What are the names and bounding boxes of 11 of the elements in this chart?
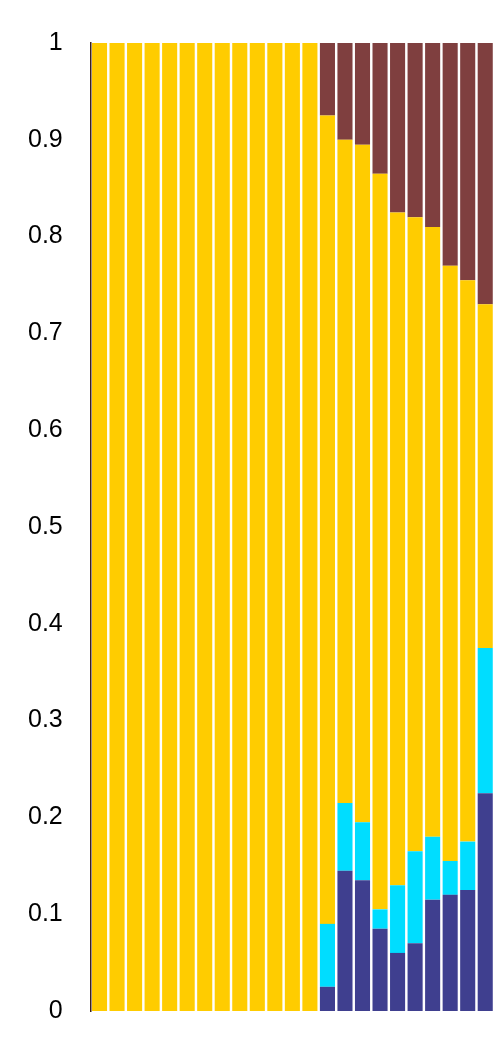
- y-tick-label: 0.4: [27, 607, 63, 636]
- y-tick-label: 0.8: [27, 220, 63, 249]
- y-tick-label: 0: [48, 994, 63, 1023]
- y-tick-label: 1: [48, 26, 63, 55]
- y-tick-label: 0.1: [27, 898, 63, 927]
- y-tick-label: 0.9: [27, 123, 63, 152]
- y-tick-label: 0.5: [27, 510, 63, 539]
- y-tick-label: 0.7: [27, 317, 63, 346]
- y-tick-label: 0.3: [27, 704, 63, 733]
- y-tick-label: 0.6: [27, 414, 63, 443]
- y-tick-label: 0.2: [27, 801, 63, 830]
